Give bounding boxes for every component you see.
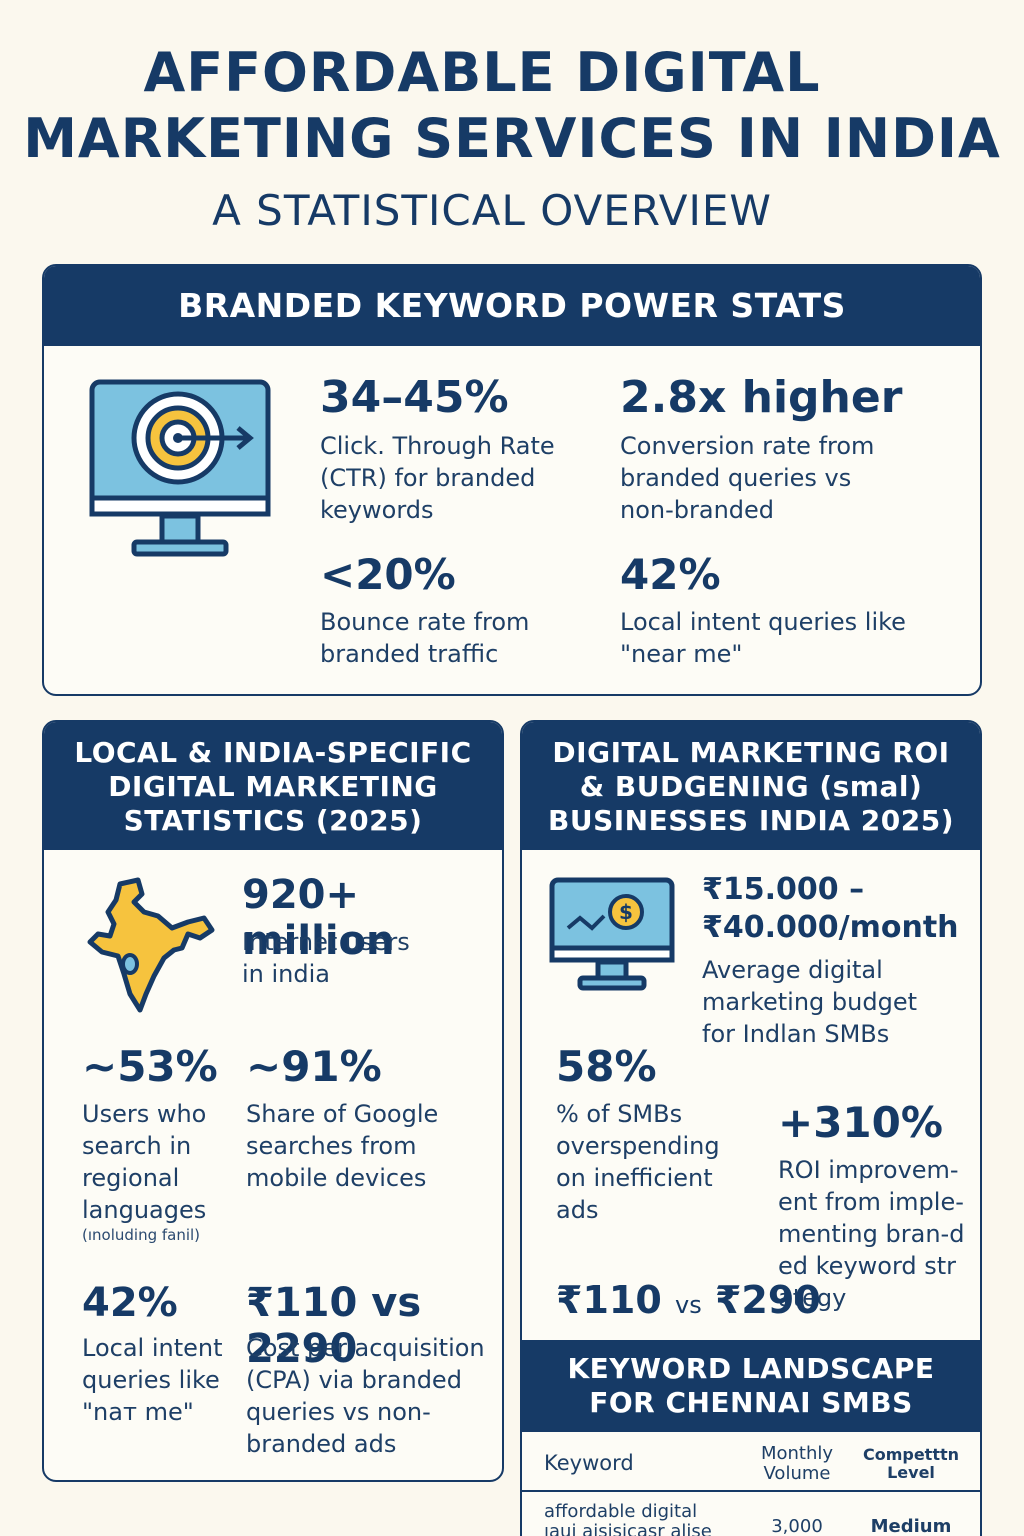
keyword-table: Keyword Monthly Volume Competttn Level a… bbox=[522, 1438, 980, 1536]
title-line-1: AFFORDABLE DIGITAL bbox=[143, 41, 821, 104]
volume-cell: 3,000 bbox=[771, 1515, 823, 1536]
local-intent-queries-label: Local intent queries like "naт mе" bbox=[82, 1334, 223, 1426]
bounce-label: Bounce rate from branded traffic bbox=[320, 608, 530, 668]
roi-improvement-value: +310% bbox=[778, 1098, 943, 1147]
keyword-cell: affordable digital ıaui aisisicasr alise bbox=[544, 1501, 712, 1536]
ctr-label: Click. Through Rate (CTR) for branded ke… bbox=[320, 432, 555, 524]
internet-users-label-2: in india bbox=[242, 960, 330, 988]
cpa-value: ₹110 vs 2290 bbox=[246, 1280, 422, 1372]
roi-heading-line-3: BUSINESSES INDIA 2025) bbox=[548, 804, 954, 837]
branded-keyword-card: BRANDED KEYWORD POWER STATS 34–45% Click… bbox=[42, 264, 982, 696]
level-cell: Medium bbox=[870, 1515, 952, 1536]
svg-text:$: $ bbox=[619, 900, 633, 924]
ctr-value: 34–45% bbox=[320, 372, 509, 423]
bounce-value: <20% bbox=[320, 550, 456, 599]
local-intent-queries-value: 42% bbox=[82, 1280, 178, 1326]
roi-cpa-branded: ₹110 bbox=[556, 1278, 662, 1322]
conversion-label: Conversion rate from branded queries vs … bbox=[620, 432, 875, 524]
page-title: AFFORDABLE DIGITAL MARKETING SERVICES IN… bbox=[0, 40, 1024, 172]
local-heading-line-2: DIGITAL MARKETING bbox=[108, 770, 438, 803]
roi-card-heading: DIGITAL MARKETING ROI & BUDGENING (smal)… bbox=[522, 722, 980, 850]
title-line-2: MARKETING SERVICES IN INDIA bbox=[23, 107, 1001, 170]
dollar-monitor-icon: $ bbox=[549, 877, 675, 991]
mobile-search-label: Share of Google searches from mobile dev… bbox=[246, 1100, 439, 1192]
branded-card-heading: BRANDED KEYWORD POWER STATS bbox=[44, 266, 980, 346]
keyword-heading-line-2: FOR CHENNAI SMBS bbox=[589, 1386, 913, 1419]
roi-cpa-vs: vs bbox=[675, 1291, 702, 1319]
local-heading-line-3: STATISTICS (2025) bbox=[123, 804, 423, 837]
local-card-heading: LOCAL & INDIA-SPECIFIC DIGITAL MARKETING… bbox=[44, 722, 502, 850]
regional-search-note: (ınoluding fanil) bbox=[82, 1226, 201, 1244]
keyword-heading-line-1: KEYWORD LANDSCAPE bbox=[567, 1352, 935, 1385]
roi-budget-card: DIGITAL MARKETING ROI & BUDGENING (smal)… bbox=[520, 720, 982, 1536]
branded-heading-text: BRANDED KEYWORD POWER STATS bbox=[178, 286, 846, 325]
roi-cpa-nonbranded: ₹290 bbox=[714, 1278, 821, 1322]
table-row: affordable digital ıaui aisisicasr alise… bbox=[522, 1491, 980, 1536]
budget-value-line-2: ₹40.000/month bbox=[702, 910, 959, 945]
internet-users-label-1: Internet users bbox=[242, 928, 410, 956]
roi-heading-line-2: & BUDGENING (smal) bbox=[579, 770, 923, 803]
conversion-value: 2.8x higher bbox=[620, 372, 903, 423]
cpa-label: Cost per acquisition (CPA) via branded q… bbox=[246, 1334, 485, 1458]
budget-label: Average digital marketing budget for Ind… bbox=[702, 956, 918, 1048]
india-map-icon bbox=[87, 877, 215, 1013]
col-monthly-volume: Monthly Volume bbox=[760, 1443, 834, 1484]
keyword-landscape-heading: KEYWORD LANDSCAPE FOR CHENNAI SMBS bbox=[522, 1340, 980, 1432]
col-competition-level: Competttn Level bbox=[862, 1445, 960, 1482]
page-subtitle: A STATISTICAL OVERVIEW bbox=[212, 186, 772, 235]
roi-cpa-comparison: ₹110 vs ₹290 bbox=[556, 1278, 821, 1322]
roi-heading-line-1: DIGITAL MARKETING ROI bbox=[552, 736, 950, 769]
local-intent-value: 42% bbox=[620, 550, 721, 599]
overspend-value: 58% bbox=[556, 1042, 657, 1091]
regional-search-label: Users who search in regional languages bbox=[82, 1100, 207, 1224]
roi-improvement-label: ROI improvem-ent from imple-menting bran… bbox=[778, 1156, 965, 1312]
local-india-card: LOCAL & INDIA-SPECIFIC DIGITAL MARKETING… bbox=[42, 720, 504, 1482]
local-intent-label: Local intent queries like "near me" bbox=[620, 608, 906, 668]
overspend-label: % of SMBs overspending on inefficient ad… bbox=[556, 1100, 720, 1224]
internet-users-value: 920+ million bbox=[242, 872, 395, 964]
target-monitor-icon bbox=[89, 379, 271, 557]
regional-search-value: ~53% bbox=[82, 1042, 218, 1091]
budget-value-line-1: ₹15.000 – bbox=[702, 872, 865, 907]
keyword-table-header: Keyword Monthly Volume Competttn Level bbox=[522, 1438, 980, 1491]
mobile-search-value: ~91% bbox=[246, 1042, 382, 1091]
local-heading-line-1: LOCAL & INDIA-SPECIFIC bbox=[74, 736, 472, 769]
col-keyword: Keyword bbox=[544, 1451, 634, 1475]
